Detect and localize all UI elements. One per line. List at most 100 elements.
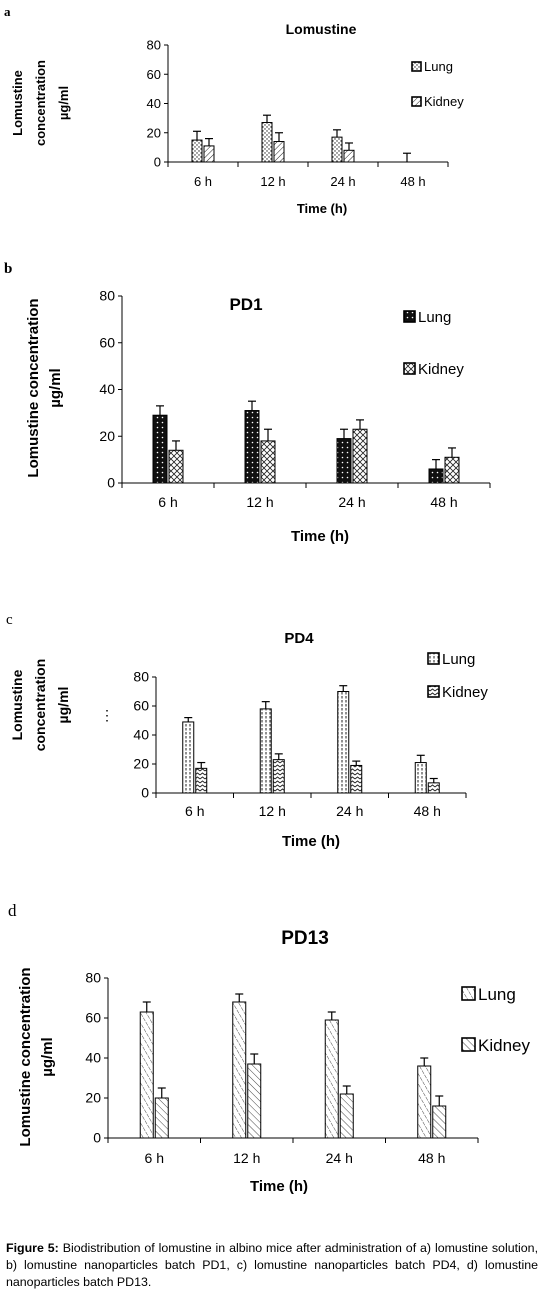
x-axis-label: Time (h) [297, 201, 347, 216]
y-axis-label: µg/ml [56, 86, 71, 120]
bar-kidney [272, 759, 285, 794]
y-axis-label: concentration [32, 659, 48, 752]
legend-swatch-lung [427, 652, 440, 665]
chart-title: PD1 [229, 295, 262, 314]
panel-letter: a [4, 4, 11, 19]
x-axis-label: Time (h) [282, 833, 340, 850]
legend-swatch-lung [411, 61, 422, 72]
bar-kidney [352, 428, 368, 484]
figure-caption: Figure 5: Biodistribution of lomustine i… [6, 1240, 538, 1291]
y-tick-label: 20 [147, 125, 161, 140]
bar-lung [191, 139, 203, 163]
x-tick-label: 48 h [400, 174, 425, 189]
legend-swatch-kidney [403, 362, 416, 375]
x-tick-label: 24 h [338, 494, 365, 510]
y-tick-label: 0 [154, 155, 161, 170]
x-tick-label: 24 h [326, 1150, 353, 1166]
panel-letter: d [8, 901, 17, 920]
chart-panel-c: c PD4 0 20 40 60 80 6 h 12 h 24 h 48 h Lomustine con… [6, 612, 488, 850]
legend-label-lung: Lung [418, 309, 451, 326]
x-tick-label: 24 h [336, 803, 363, 819]
x-tick-label: 6 h [194, 174, 212, 189]
bar-kidney [444, 456, 460, 484]
y-tick-label: 0 [93, 1130, 101, 1146]
bar-lung [259, 708, 272, 794]
panel-letter: c [6, 612, 13, 628]
legend-label-kidney: Kidney [478, 1036, 530, 1055]
y-tick-label: 40 [133, 727, 149, 743]
x-tick-label: 48 h [418, 1150, 445, 1166]
chart-title: Lomustine [286, 21, 357, 37]
bar-kidney [247, 1063, 262, 1139]
x-tick-label: 6 h [145, 1150, 164, 1166]
bar-kidney [339, 1093, 354, 1139]
y-axis-label: Lomustine concentration [17, 967, 34, 1146]
y-tick-label: 40 [99, 381, 115, 397]
bar-kidney [168, 449, 184, 484]
y-tick-label: 20 [85, 1090, 101, 1106]
y-tick-label: 40 [147, 96, 161, 111]
bar-kidney [273, 141, 285, 163]
legend-swatch-kidney [411, 96, 422, 107]
y-axis-label: µg/ml [55, 687, 71, 724]
caption-text: Biodistribution of lomustine in albino m… [6, 1241, 539, 1289]
legend-label-lung: Lung [478, 985, 516, 1004]
bar-lung [428, 468, 444, 484]
bar-kidney [427, 782, 440, 794]
x-tick-label: 48 h [414, 803, 441, 819]
bar-lung [417, 1065, 432, 1139]
y-axis-label: Lomustine [9, 669, 25, 740]
legend-swatch-kidney [461, 1037, 476, 1052]
x-tick-label: 6 h [185, 803, 204, 819]
bar-kidney [350, 764, 363, 794]
legend-swatch-lung [461, 986, 476, 1001]
x-tick-label: 12 h [246, 494, 273, 510]
legend-label-kidney: Kidney [418, 361, 464, 378]
x-tick-label: 12 h [233, 1150, 260, 1166]
x-axis-label: Time (h) [291, 528, 349, 545]
bar-lung [324, 1019, 339, 1139]
y-tick-label: 40 [85, 1050, 101, 1066]
y-tick-label: 0 [107, 475, 115, 491]
y-tick-label: 60 [85, 1010, 101, 1026]
x-tick-label: 12 h [260, 174, 285, 189]
y-axis-label: concentration [33, 60, 48, 146]
chart-panel-b: b PD1 0 20 40 60 80 6 h 12 h 24 h 48 h Lomustine co… [4, 261, 491, 545]
y-axis-label: µg/ml [39, 1037, 56, 1076]
y-tick-label: 80 [147, 38, 161, 53]
bar-kidney [260, 440, 276, 484]
y-axis-label: Lomustine concentration [25, 298, 42, 477]
bar-kidney [203, 145, 215, 163]
y-axis-label: Lomustine [10, 70, 25, 136]
bar-lung [336, 438, 352, 484]
bar-lung [232, 1001, 247, 1139]
bar-lung [414, 762, 427, 794]
bar-lung [182, 721, 195, 794]
caption-label: Figure 5: [6, 1241, 59, 1255]
y-tick-label: 80 [99, 288, 115, 304]
bar-lung [139, 1011, 154, 1139]
legend-swatch-kidney [427, 685, 440, 698]
chart-panel-d: d PD13 0 20 40 60 80 6 h 12 h 24 h 48 h Lomustine c… [8, 901, 530, 1195]
y-tick-label: 80 [133, 669, 149, 685]
chart-title: PD4 [284, 630, 314, 647]
y-tick-label: 20 [133, 756, 149, 772]
y-tick-label: 80 [85, 970, 101, 986]
bar-kidney [432, 1105, 447, 1139]
bar-kidney [154, 1097, 169, 1139]
bar-kidney [343, 149, 355, 163]
side-mark: ⋮ [100, 707, 114, 723]
legend-label-kidney: Kidney [442, 684, 488, 701]
chart-panel-a: a Lomustine 0 20 40 60 80 6 h 12 h 24 h 48 h Lomust… [4, 4, 464, 216]
legend-label-lung: Lung [424, 59, 453, 74]
bar-lung [261, 122, 273, 163]
y-axis-label: µg/ml [47, 368, 64, 407]
bar-lung [244, 410, 260, 484]
legend-label-lung: Lung [442, 651, 475, 668]
chart-title: PD13 [281, 928, 329, 949]
bar-lung [152, 414, 168, 484]
y-tick-label: 60 [147, 67, 161, 82]
x-tick-label: 6 h [158, 494, 177, 510]
bar-lung [337, 691, 350, 794]
